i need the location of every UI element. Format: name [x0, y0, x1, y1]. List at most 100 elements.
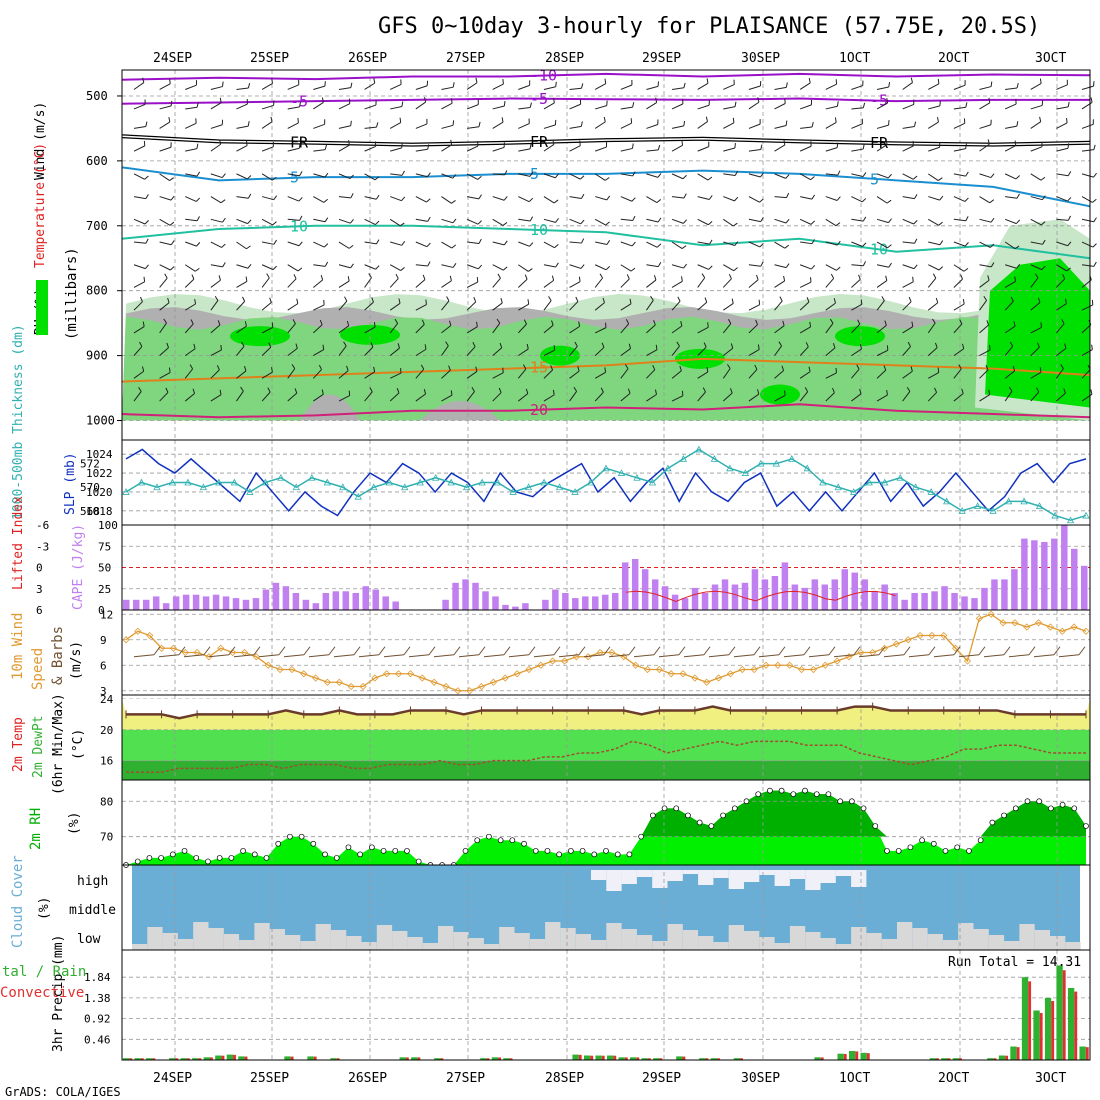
wind-barb [851, 348, 862, 357]
wind-barb-flag [422, 274, 426, 280]
wind-barb-flag [1014, 245, 1020, 250]
wind-barb [825, 264, 837, 271]
wind-barb [1004, 145, 1016, 152]
wind-barb-flag [964, 242, 969, 247]
wind-barb [236, 87, 249, 90]
wind-barb-flag [240, 386, 244, 392]
cape-bar [1001, 579, 1008, 610]
isotherm-label: FR [290, 133, 309, 151]
wind-barb-flag [296, 298, 299, 304]
wind-barb [287, 218, 300, 221]
wind-barb-flag [760, 217, 764, 222]
wind-speed-marker [217, 644, 225, 652]
cloud-low-block [529, 939, 546, 950]
wind10-barb [308, 654, 330, 658]
wind-barb-flag [1040, 322, 1042, 328]
isotherm-label: 10 [290, 217, 308, 235]
thickness-marker [942, 497, 951, 505]
thickness-marker [772, 459, 780, 467]
wind-barb [723, 106, 736, 110]
wind-barb [620, 368, 629, 379]
wind-barb-flag [395, 273, 399, 279]
wind-barb [210, 300, 219, 311]
wind-barb [876, 102, 888, 110]
wind-barb-flag [913, 220, 918, 225]
wind-barb-flag [320, 274, 324, 281]
wind-barb [646, 324, 656, 334]
temp-tick-label: 24 [100, 693, 114, 706]
wind-barb [876, 394, 888, 402]
wind-barb [210, 102, 222, 110]
precip-conv-bar [636, 1057, 640, 1060]
wind-barb [774, 280, 785, 288]
day-label-top: 24SEP [153, 51, 192, 66]
wind-barb-flag [887, 173, 892, 179]
wind-barb-flag [832, 387, 835, 393]
rh2m-marker [1059, 801, 1066, 808]
precip-conv-bar [1028, 981, 1032, 1060]
wind-speed-marker [229, 648, 237, 657]
wind-speed-marker [715, 674, 723, 682]
precip-conv-bar [244, 1056, 248, 1060]
wind-speed-marker [359, 682, 367, 691]
wind-barb [569, 346, 578, 356]
rh2m-marker [1071, 805, 1078, 812]
wind-barb-flag [1042, 239, 1046, 245]
wind-barb [671, 280, 683, 288]
temp-band-green [122, 729, 1090, 761]
wind-barb [1081, 264, 1094, 267]
cape-bar [202, 596, 210, 610]
rh2m-marker [954, 844, 961, 851]
wind-barb-flag [144, 264, 149, 269]
wind-barb-flag [939, 195, 944, 201]
wind-barb [928, 105, 940, 110]
cape-bar [691, 587, 699, 610]
wind-barb [748, 349, 760, 357]
cloud-low-block [453, 932, 469, 950]
wind-barb [517, 323, 527, 334]
cloud-low-block [973, 929, 989, 950]
wind-barb [518, 218, 531, 222]
wind-barb [1004, 281, 1016, 288]
cape-bar [123, 599, 130, 610]
rh2m-marker [860, 805, 867, 812]
wind-barb [595, 196, 607, 201]
thickness-marker [292, 483, 300, 491]
rh2m-marker [696, 819, 703, 826]
wind-barb [902, 391, 911, 402]
wind-barb-flag [604, 177, 610, 181]
cloud-low-block [438, 926, 454, 950]
wind-barb-flag [143, 276, 146, 282]
cloud-low-block [759, 937, 775, 950]
rh2m-marker [497, 837, 504, 844]
wind-barb-flag [299, 215, 303, 221]
wind-barb [313, 149, 326, 152]
wind-barb [543, 86, 556, 90]
precip-conv-bar [417, 1057, 421, 1060]
cape-bar [831, 579, 839, 610]
wind-barb [236, 370, 247, 379]
cloud-low-block [177, 939, 194, 950]
wind10-barb-flag [653, 646, 661, 656]
wind-barb [671, 87, 685, 90]
credit-text: GrADS: COLA/IGES [5, 1085, 121, 1099]
wind-barb [876, 300, 885, 311]
cloud-low-block [330, 930, 347, 950]
wind-speed-marker [442, 682, 450, 691]
wind-speed-marker [347, 682, 355, 691]
wind-speed-marker [181, 648, 189, 657]
y-tick-label: 600 [86, 154, 108, 168]
day-label-bottom: 28SEP [545, 1071, 584, 1086]
cape-bar [232, 598, 240, 610]
precip-conv-bar [1051, 1001, 1055, 1060]
wind-barb [390, 196, 402, 202]
wind-barb [389, 218, 401, 227]
wind-barb-flag [757, 97, 760, 103]
wind-barb [697, 173, 709, 181]
wind-barb-flag [401, 241, 406, 246]
wind-barb [620, 147, 633, 152]
cape-bar [901, 599, 908, 610]
wind-barb [620, 84, 633, 90]
precip-conv-bar [1085, 1047, 1089, 1060]
wind-barb-flag [242, 296, 246, 302]
